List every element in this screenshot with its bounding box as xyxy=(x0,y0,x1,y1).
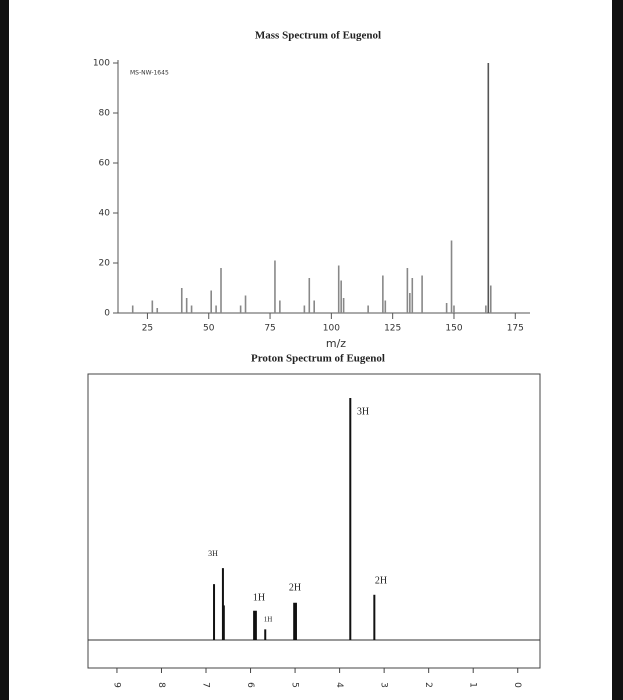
x-tick-label: 4 xyxy=(334,682,344,688)
y-tick-label: 100 xyxy=(93,59,110,69)
x-tick-label: 9 xyxy=(111,682,121,688)
peak-label: 2H xyxy=(375,575,387,586)
x-tick-label: 8 xyxy=(156,682,166,688)
x-tick-label: 3 xyxy=(379,682,389,688)
y-tick-label: 80 xyxy=(99,109,111,119)
chart-title: Mass Spectrum of Eugenol xyxy=(255,30,381,42)
frame-left xyxy=(0,0,9,700)
x-tick-label: 75 xyxy=(264,324,275,334)
x-tick-label: 0 xyxy=(512,682,522,688)
x-tick-label: 6 xyxy=(245,682,255,688)
x-axis-label: m/z xyxy=(326,337,346,350)
x-tick-label: 150 xyxy=(445,324,462,334)
chart-title: Proton Spectrum of Eugenol xyxy=(251,353,385,365)
y-tick-label: 40 xyxy=(99,209,111,219)
plot-frame xyxy=(87,373,541,669)
peak-label: 1H xyxy=(264,616,273,624)
y-tick-label: 20 xyxy=(99,259,111,269)
peak-label: 2H xyxy=(289,582,301,593)
peak-label: 3H xyxy=(208,549,218,558)
x-tick-label: 125 xyxy=(384,324,401,334)
x-tick-label: 50 xyxy=(203,324,215,334)
x-tick-label: 7 xyxy=(201,682,211,688)
y-tick-label: 0 xyxy=(104,309,110,319)
x-tick-label: 175 xyxy=(507,324,524,334)
annotation: MS-NW-1645 xyxy=(130,70,169,77)
x-tick-label: 2 xyxy=(423,682,433,688)
x-tick-label: 25 xyxy=(142,324,153,334)
y-tick-label: 60 xyxy=(99,159,111,169)
x-tick-label: 5 xyxy=(290,682,300,688)
x-tick-label: 100 xyxy=(323,324,340,334)
peak-label: 3H xyxy=(357,406,369,417)
peak-label: 1H xyxy=(253,592,265,603)
x-tick-label: 1 xyxy=(468,682,478,688)
frame-right xyxy=(612,0,623,700)
